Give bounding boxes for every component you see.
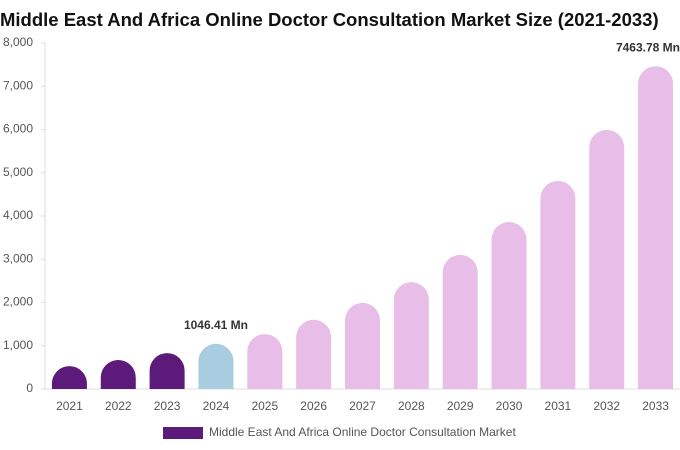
bar [247,334,283,389]
bar [491,222,527,389]
bar [149,353,185,389]
bar [198,343,234,389]
x-tick-label: 2027 [349,399,376,413]
value-label: 1046.41 Mn [184,318,248,332]
bar [345,302,380,389]
x-tick-label: 2033 [642,399,669,413]
value-label: 7463.78 Mn [616,40,680,54]
y-tick-label: 3,000 [3,251,33,265]
bar [442,254,478,389]
bar [296,319,332,389]
chart-title: Middle East And Africa Online Doctor Con… [0,9,659,30]
x-tick-label: 2029 [447,399,474,413]
bar [100,360,136,389]
x-tick-label: 2025 [251,399,278,413]
x-tick-label: 2026 [300,399,327,413]
bar [638,66,674,389]
y-tick-label: 1,000 [3,338,33,352]
legend-swatch [163,427,203,439]
x-tick-label: 2032 [593,399,620,413]
bar [393,282,429,389]
y-tick-label: 5,000 [3,165,33,179]
legend-label: Middle East And Africa Online Doctor Con… [209,425,516,439]
y-tick-label: 8,000 [3,35,33,49]
x-tick-label: 2028 [398,399,425,413]
bar [589,129,625,389]
x-tick-label: 2030 [496,399,523,413]
x-tick-label: 2022 [105,399,132,413]
y-tick-label: 2,000 [3,295,33,309]
bar [51,366,87,389]
x-tick-label: 2023 [154,399,181,413]
x-tick-label: 2021 [56,399,83,413]
x-tick-label: 2024 [203,399,230,413]
x-tick-label: 2031 [545,399,572,413]
y-tick-label: 7,000 [3,78,33,92]
bar [540,180,576,389]
y-tick-label: 6,000 [3,122,33,136]
y-tick-label: 4,000 [3,208,33,222]
y-tick-label: 0 [26,381,33,395]
